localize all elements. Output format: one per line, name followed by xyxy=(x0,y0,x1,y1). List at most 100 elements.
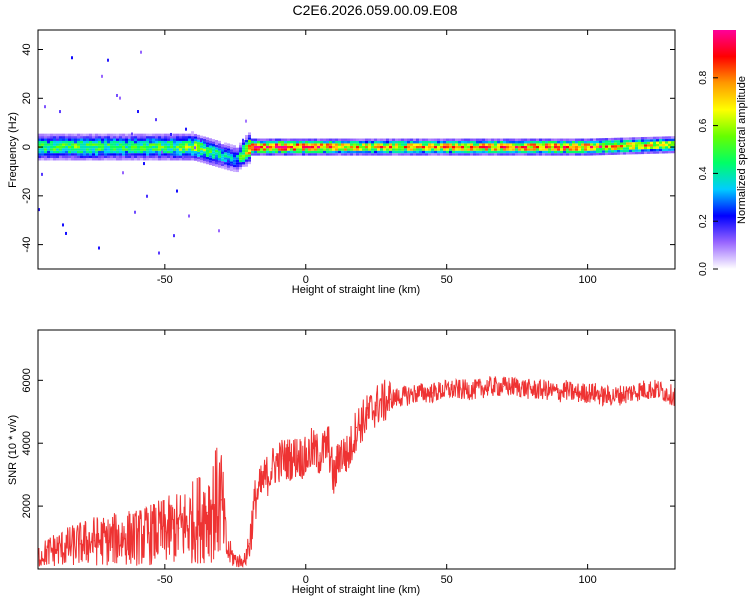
spectrogram-cell xyxy=(209,143,212,146)
spectrogram-cell xyxy=(116,140,119,144)
spectrogram-cell xyxy=(599,138,602,141)
spectrogram-cell xyxy=(365,145,368,149)
spectrogram-cell xyxy=(140,158,143,161)
spectrogram-cell xyxy=(605,142,608,146)
spectrogram-cell xyxy=(92,140,95,144)
spectrogram-cell xyxy=(446,145,449,149)
spectrogram-cell xyxy=(53,136,56,139)
spectrogram-cell xyxy=(650,144,653,147)
spectrogram-cell xyxy=(122,145,125,149)
spectrogram-cell xyxy=(467,145,470,149)
spectrogram-cell xyxy=(221,166,224,169)
spectrogram-cell xyxy=(320,153,323,156)
spectrogram-cell xyxy=(470,138,473,141)
spectrogram-cell xyxy=(668,150,671,154)
spectrogram-cell xyxy=(332,150,335,154)
spectrogram-cell xyxy=(230,163,233,167)
spectrogram-cell xyxy=(611,152,614,155)
spectrogram-cell xyxy=(365,150,368,154)
spectrogram-cell xyxy=(296,153,299,156)
spectrogram-cell xyxy=(542,150,545,154)
spectrogram-cell xyxy=(74,140,77,144)
spectrogram-cell xyxy=(263,148,266,151)
spectrogram-cell xyxy=(629,149,632,153)
spectrogram-cell xyxy=(131,158,134,161)
spectrogram-cell xyxy=(251,150,254,154)
spectrogram-cell xyxy=(605,150,608,153)
spectrogram-cell xyxy=(38,143,41,146)
spectrogram-cell xyxy=(332,145,335,149)
spectrogram-cell xyxy=(653,146,656,149)
snr-data-point xyxy=(564,389,566,391)
spectrogram-cell xyxy=(437,145,440,149)
spectrogram-cell xyxy=(164,153,167,156)
spectrogram-cell xyxy=(590,145,593,149)
snr-data-point xyxy=(327,442,329,444)
spectrogram-cell xyxy=(620,149,623,153)
spectrogram-cell xyxy=(380,140,383,144)
spectrogram-x-label: Height of straight line (km) xyxy=(292,284,420,296)
spectrogram-cell xyxy=(230,161,233,164)
spectrogram-cell xyxy=(92,145,95,149)
spectrogram-cell xyxy=(653,141,656,145)
spectrogram-cell xyxy=(212,148,215,152)
spectrogram-cell xyxy=(557,143,560,146)
spectrogram-cell xyxy=(563,143,566,146)
spectrogram-cell xyxy=(47,145,50,149)
spectrogram-cell xyxy=(653,148,656,152)
spectrogram-cell xyxy=(392,140,395,144)
spectrogram-cell xyxy=(128,145,131,149)
spectrogram-cell xyxy=(164,140,167,144)
spectrogram-cell xyxy=(458,148,461,151)
spectrogram-cell xyxy=(113,155,116,159)
spectrogram-cell xyxy=(590,138,593,141)
spectrogram-cell xyxy=(338,148,341,151)
spectrogram-cell xyxy=(332,140,335,144)
spectrogram-cell xyxy=(122,150,125,154)
spectrogram-cell xyxy=(95,138,98,141)
spectrogram-cell xyxy=(308,150,311,154)
spectrogram-cell xyxy=(434,153,437,156)
spectrogram-cell xyxy=(488,153,491,156)
spectrogram-cell xyxy=(77,136,80,139)
spectrogram-cell xyxy=(170,148,173,151)
spectrogram-cell xyxy=(287,150,290,154)
spectrogram-cell xyxy=(248,142,251,145)
spectrogram-cell xyxy=(335,143,338,146)
spectrogram-cell xyxy=(131,145,134,149)
spectrogram-cell xyxy=(80,148,83,151)
spectrogram-cell xyxy=(71,133,74,137)
spectrogram-cell xyxy=(110,133,113,137)
spectrogram-cell xyxy=(245,147,248,150)
spectrogram-speckle xyxy=(116,93,118,97)
spectrogram-cell xyxy=(632,139,635,143)
spectrogram-cell xyxy=(281,143,284,146)
spectrogram-cell xyxy=(491,145,494,149)
spectrogram-cell xyxy=(83,148,86,151)
spectrogram-cell xyxy=(464,145,467,149)
spectrogram-cell xyxy=(341,153,344,156)
spectrogram-cell xyxy=(668,146,671,149)
snr-data-point xyxy=(657,389,659,391)
spectrogram-cell xyxy=(614,149,617,153)
spectrogram-cell xyxy=(236,152,239,155)
spectrogram-cell xyxy=(653,139,656,142)
spectrogram-cell xyxy=(254,148,257,151)
spectrogram-cell xyxy=(44,155,47,159)
spectrogram-cell xyxy=(182,145,185,149)
snr-data-point xyxy=(338,452,341,454)
spectrogram-cell xyxy=(38,148,41,151)
spectrogram-cell xyxy=(122,140,125,144)
spectrogram-cell xyxy=(155,150,158,154)
spectrogram-cell xyxy=(236,164,239,168)
spectrogram-cell xyxy=(338,143,341,146)
spectrogram-cell xyxy=(668,138,671,142)
spectrogram-cell xyxy=(71,158,74,161)
spectrogram-cell xyxy=(236,162,239,165)
spectrogram-cell xyxy=(395,145,398,149)
spectrogram-cell xyxy=(101,158,104,161)
spectrogram-cell xyxy=(665,141,668,144)
spectrogram-cell xyxy=(188,138,191,141)
spectrogram-cell xyxy=(110,148,113,151)
spectrogram-cell xyxy=(452,138,455,141)
